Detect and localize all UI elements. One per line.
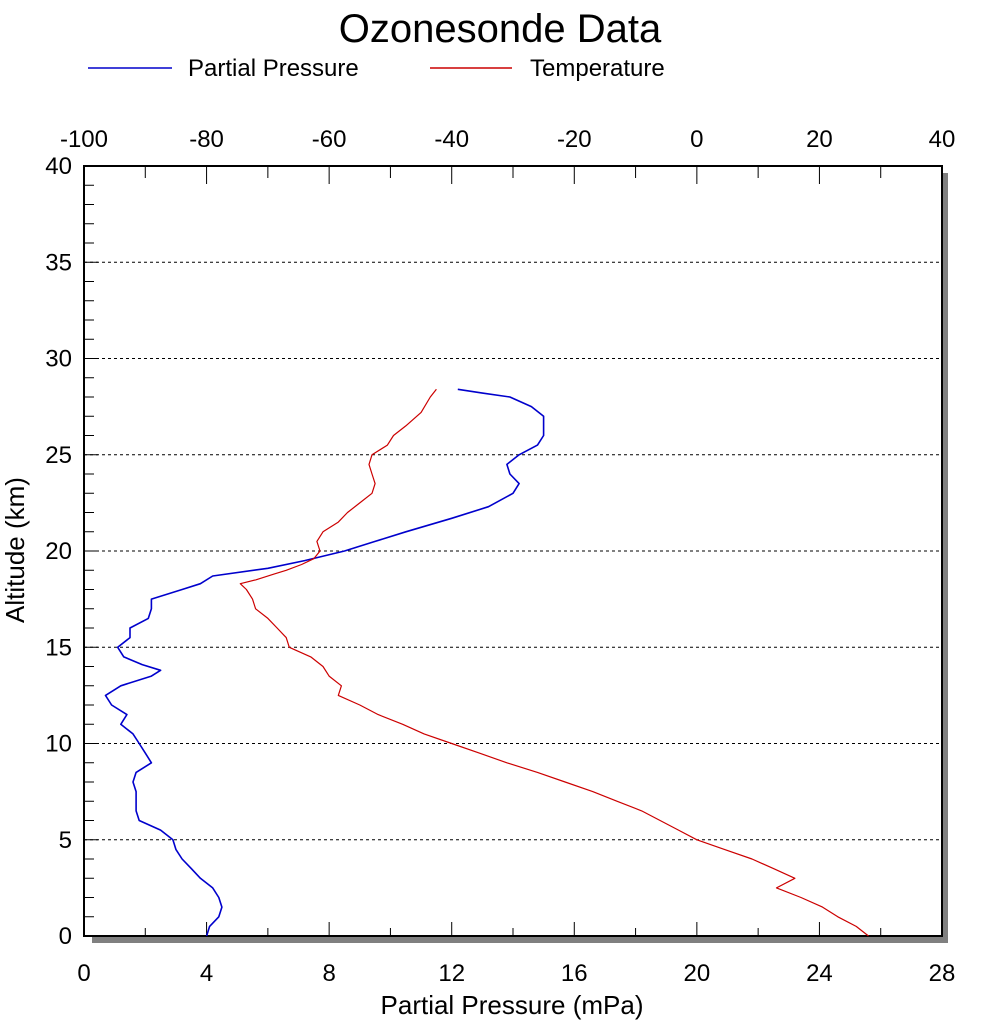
y-tick-label: 40 <box>45 153 72 180</box>
y-tick-label: 30 <box>45 346 72 373</box>
x-bottom-tick-label: 0 <box>77 960 90 987</box>
x-top-tick-label: -80 <box>189 126 224 153</box>
series-line-temperature <box>239 388 869 937</box>
x-top-tick-label: -20 <box>557 126 592 153</box>
grid-lines <box>84 261 942 841</box>
data-series <box>104 388 869 937</box>
legend: Partial Pressure Temperature <box>88 55 665 82</box>
y-tick-label: 5 <box>59 827 72 854</box>
x-top-tick-label: -100 <box>60 126 108 153</box>
x-top-tick-label: -60 <box>312 126 347 153</box>
legend-label-temperature: Temperature <box>530 55 665 82</box>
x-bottom-tick-label: 12 <box>438 960 465 987</box>
x-top-tick-label: 40 <box>929 126 956 153</box>
x-bottom-tick-label: 24 <box>806 960 833 987</box>
y-tick-label: 20 <box>45 538 72 565</box>
x-axis-title-bottom: Partial Pressure (mPa) <box>381 990 644 1020</box>
y-tick-label: 35 <box>45 249 72 276</box>
x-bottom-tick-label: 20 <box>684 960 711 987</box>
x-bottom-tick-label: 8 <box>322 960 335 987</box>
x-bottom-tick-label: 16 <box>561 960 588 987</box>
tick-labels: 0 5 10 15 20 25 30 35 40 0 4 8 12 16 20 24 28 -100 -80 -60 -… <box>45 126 955 987</box>
y-tick-label: 15 <box>45 634 72 661</box>
chart-title: Ozonesonde Data <box>339 7 662 51</box>
legend-label-partial-pressure: Partial Pressure <box>188 55 359 82</box>
axis-ticks <box>83 165 943 937</box>
x-top-tick-label: 20 <box>806 126 833 153</box>
x-bottom-tick-label: 4 <box>200 960 213 987</box>
y-tick-label: 10 <box>45 731 72 758</box>
y-tick-label: 25 <box>45 442 72 469</box>
y-axis-title: Altitude (km) <box>0 477 30 623</box>
y-tick-label: 0 <box>59 923 72 950</box>
x-top-tick-label: 0 <box>690 126 703 153</box>
x-bottom-tick-label: 28 <box>929 960 956 987</box>
x-top-tick-label: -40 <box>434 126 469 153</box>
series-line-partial-pressure <box>104 388 545 937</box>
